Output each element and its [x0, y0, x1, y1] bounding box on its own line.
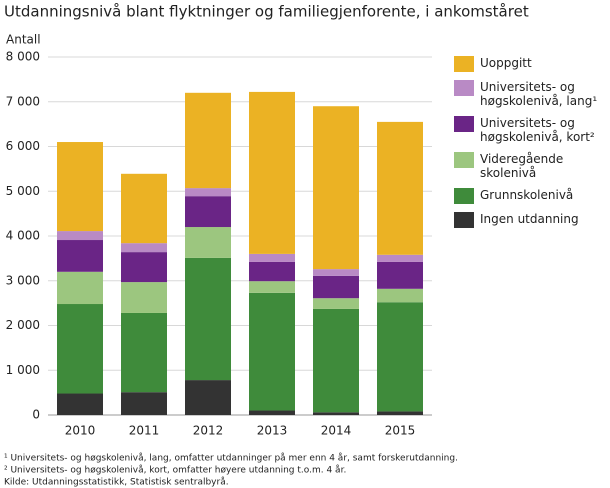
bar-segment	[313, 412, 359, 415]
bar-segment	[185, 380, 231, 415]
legend-item: Universitets- og høgskolenivå, lang¹	[454, 80, 604, 108]
bar-segment	[249, 91, 295, 254]
bar-segment	[377, 261, 423, 289]
legend-swatch	[454, 188, 474, 204]
y-tick-label: 7 000	[6, 94, 40, 108]
x-tick-label: 2013	[257, 424, 288, 438]
bar-segment	[121, 392, 167, 415]
bar-segment	[121, 312, 167, 393]
bar-segment	[249, 281, 295, 293]
y-tick-label: 1 000	[6, 363, 40, 377]
y-tick-label: 2 000	[6, 318, 40, 332]
bar-segment	[249, 261, 295, 282]
legend-swatch	[454, 212, 474, 228]
x-tick-label: 2012	[193, 424, 224, 438]
bar-segment	[121, 252, 167, 283]
bar-segment	[57, 142, 103, 232]
bar-segment	[249, 253, 295, 262]
legend-item: Grunnskolenivå	[454, 188, 604, 204]
bar-segment	[313, 106, 359, 270]
footnote: ² Universitets- og høgskolenivå, kort, o…	[4, 465, 346, 476]
legend-label: Universitets- og høgskolenivå, kort²	[480, 116, 595, 144]
x-tick-label: 2011	[129, 424, 160, 438]
bar-segment	[57, 393, 103, 415]
bar-segment	[249, 292, 295, 411]
legend-swatch	[454, 152, 474, 168]
bar-segment	[185, 257, 231, 381]
x-tick-label: 2010	[65, 424, 96, 438]
bar-segment	[377, 121, 423, 255]
legend-label: Uoppgitt	[480, 56, 532, 70]
legend-label: Videregående skolenivå	[480, 152, 564, 180]
bar-segment	[377, 288, 423, 303]
legend-swatch	[454, 80, 474, 96]
footnote: Kilde: Utdanningsstatistikk, Statistisk …	[4, 477, 229, 488]
legend: Uoppgitt Universitets- og høgskolenivå, l…	[454, 56, 604, 236]
y-tick-label: 5 000	[6, 184, 40, 198]
bar-segment	[377, 411, 423, 415]
legend-swatch	[454, 56, 474, 72]
legend-label: Grunnskolenivå	[480, 188, 574, 202]
footnote: ¹ Universitets- og høgskolenivå, lang, o…	[4, 453, 458, 464]
bar-segment	[57, 271, 103, 305]
bar-segment	[185, 227, 231, 258]
bar-segment	[121, 243, 167, 253]
bar-segment	[121, 282, 167, 313]
bar-segment	[313, 269, 359, 276]
bar-segment	[185, 92, 231, 189]
bar-segment	[57, 240, 103, 272]
y-tick-label: 6 000	[6, 139, 40, 153]
bar-segment	[377, 254, 423, 262]
bar-segment	[57, 231, 103, 241]
chart-title: Utdanningsnivå blant flyktninger og fami…	[4, 3, 529, 21]
bar-segment	[313, 298, 359, 309]
y-axis-label: Antall	[6, 33, 41, 47]
x-tick-label: 2014	[321, 424, 352, 438]
legend-item: Videregående skolenivå	[454, 152, 604, 180]
legend-label: Universitets- og høgskolenivå, lang¹	[480, 80, 598, 108]
bar-segment	[121, 173, 167, 244]
bar-segment	[185, 188, 231, 197]
y-tick-label: 3 000	[6, 273, 40, 287]
y-tick-label: 8 000	[6, 50, 40, 64]
bar-segment	[249, 410, 295, 415]
legend-label: Ingen utdanning	[480, 212, 579, 226]
bar-segment	[377, 302, 423, 412]
bar-segment	[57, 304, 103, 394]
bar-segment	[313, 275, 359, 299]
y-tick-label: 4 000	[6, 229, 40, 243]
legend-item: Universitets- og høgskolenivå, kort²	[454, 116, 604, 144]
x-tick-label: 2015	[385, 424, 416, 438]
bar-segment	[313, 308, 359, 413]
legend-swatch	[454, 116, 474, 132]
y-tick-label: 0	[32, 408, 40, 422]
legend-item: Ingen utdanning	[454, 212, 604, 228]
legend-item: Uoppgitt	[454, 56, 604, 72]
bar-segment	[185, 196, 231, 228]
